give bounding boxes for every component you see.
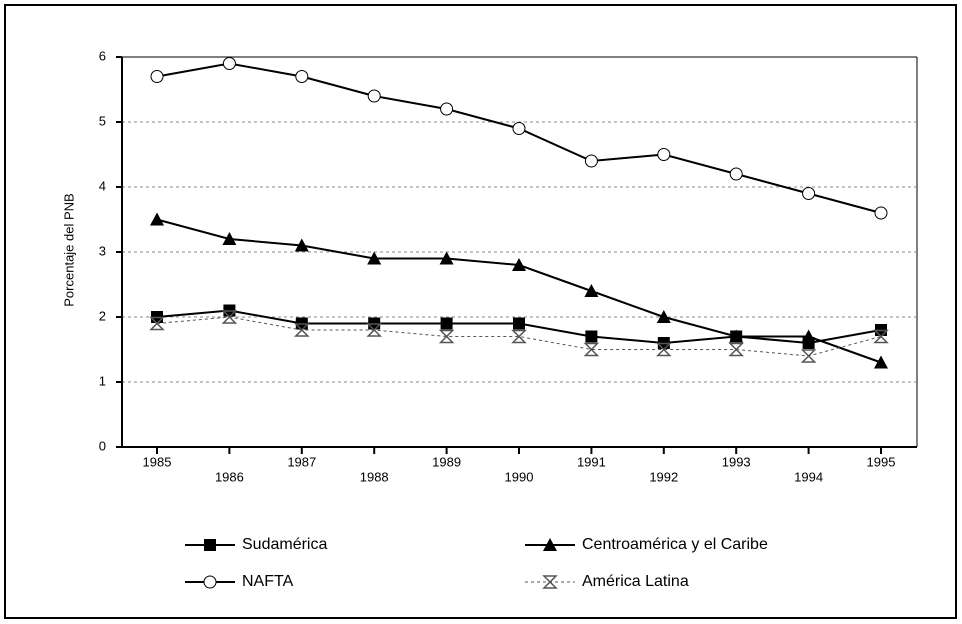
marker bbox=[584, 284, 599, 297]
marker bbox=[543, 538, 557, 551]
legend-label: Sudamérica bbox=[242, 536, 327, 553]
marker bbox=[728, 342, 745, 357]
x-tick-label: 1985 bbox=[143, 454, 172, 469]
x-tick-label: 1987 bbox=[287, 454, 316, 469]
marker bbox=[150, 212, 164, 226]
marker bbox=[874, 355, 888, 369]
marker bbox=[512, 258, 526, 271]
marker bbox=[222, 232, 237, 245]
y-tick-label: 4 bbox=[99, 178, 106, 193]
legend-label: América Latina bbox=[582, 573, 689, 590]
marker bbox=[802, 187, 816, 200]
marker bbox=[511, 329, 527, 344]
y-tick-label: 6 bbox=[99, 48, 106, 63]
marker bbox=[203, 575, 217, 589]
marker bbox=[440, 102, 454, 116]
x-tick-label: 1990 bbox=[505, 469, 534, 484]
series-line bbox=[156, 62, 882, 214]
legend-label: Centroamérica y el Caribe bbox=[582, 536, 768, 553]
marker bbox=[366, 323, 383, 337]
x-tick-label: 1991 bbox=[577, 454, 606, 469]
marker bbox=[149, 316, 165, 331]
x-tick-label: 1988 bbox=[360, 469, 389, 484]
marker bbox=[438, 329, 455, 344]
y-tick-label: 2 bbox=[99, 308, 106, 323]
marker bbox=[293, 323, 310, 337]
y-tick-label: 5 bbox=[99, 113, 106, 128]
y-tick-label: 1 bbox=[99, 373, 106, 388]
marker bbox=[150, 70, 164, 83]
legend-label: NAFTA bbox=[242, 573, 294, 590]
marker bbox=[657, 148, 671, 161]
marker bbox=[800, 349, 817, 363]
marker bbox=[513, 317, 525, 330]
marker bbox=[222, 57, 236, 70]
marker bbox=[656, 310, 671, 323]
marker bbox=[729, 167, 743, 181]
marker bbox=[440, 317, 453, 330]
marker bbox=[367, 251, 382, 265]
series-line bbox=[156, 218, 882, 364]
marker bbox=[295, 70, 309, 83]
y-axis-label: Porcentaje del PNB bbox=[61, 193, 76, 306]
marker bbox=[583, 342, 600, 357]
marker bbox=[221, 310, 238, 324]
x-tick-label: 1995 bbox=[867, 454, 896, 469]
x-tick-label: 1989 bbox=[432, 454, 461, 469]
marker bbox=[584, 154, 598, 168]
y-tick-label: 3 bbox=[99, 243, 106, 258]
marker bbox=[367, 89, 381, 103]
marker bbox=[585, 330, 598, 343]
x-tick-label: 1994 bbox=[794, 469, 823, 484]
marker bbox=[542, 575, 558, 589]
frame bbox=[4, 4, 957, 619]
x-tick-label: 1992 bbox=[649, 469, 678, 484]
marker bbox=[204, 539, 216, 551]
series-line bbox=[156, 316, 882, 357]
marker bbox=[439, 251, 454, 265]
marker bbox=[294, 238, 309, 252]
y-tick-label: 0 bbox=[99, 438, 106, 453]
x-tick-label: 1986 bbox=[215, 469, 244, 484]
marker bbox=[873, 329, 889, 344]
marker bbox=[512, 122, 526, 135]
marker bbox=[874, 206, 888, 220]
x-tick-label: 1993 bbox=[722, 454, 751, 469]
marker bbox=[729, 329, 744, 343]
marker bbox=[801, 329, 816, 343]
marker bbox=[655, 342, 672, 357]
